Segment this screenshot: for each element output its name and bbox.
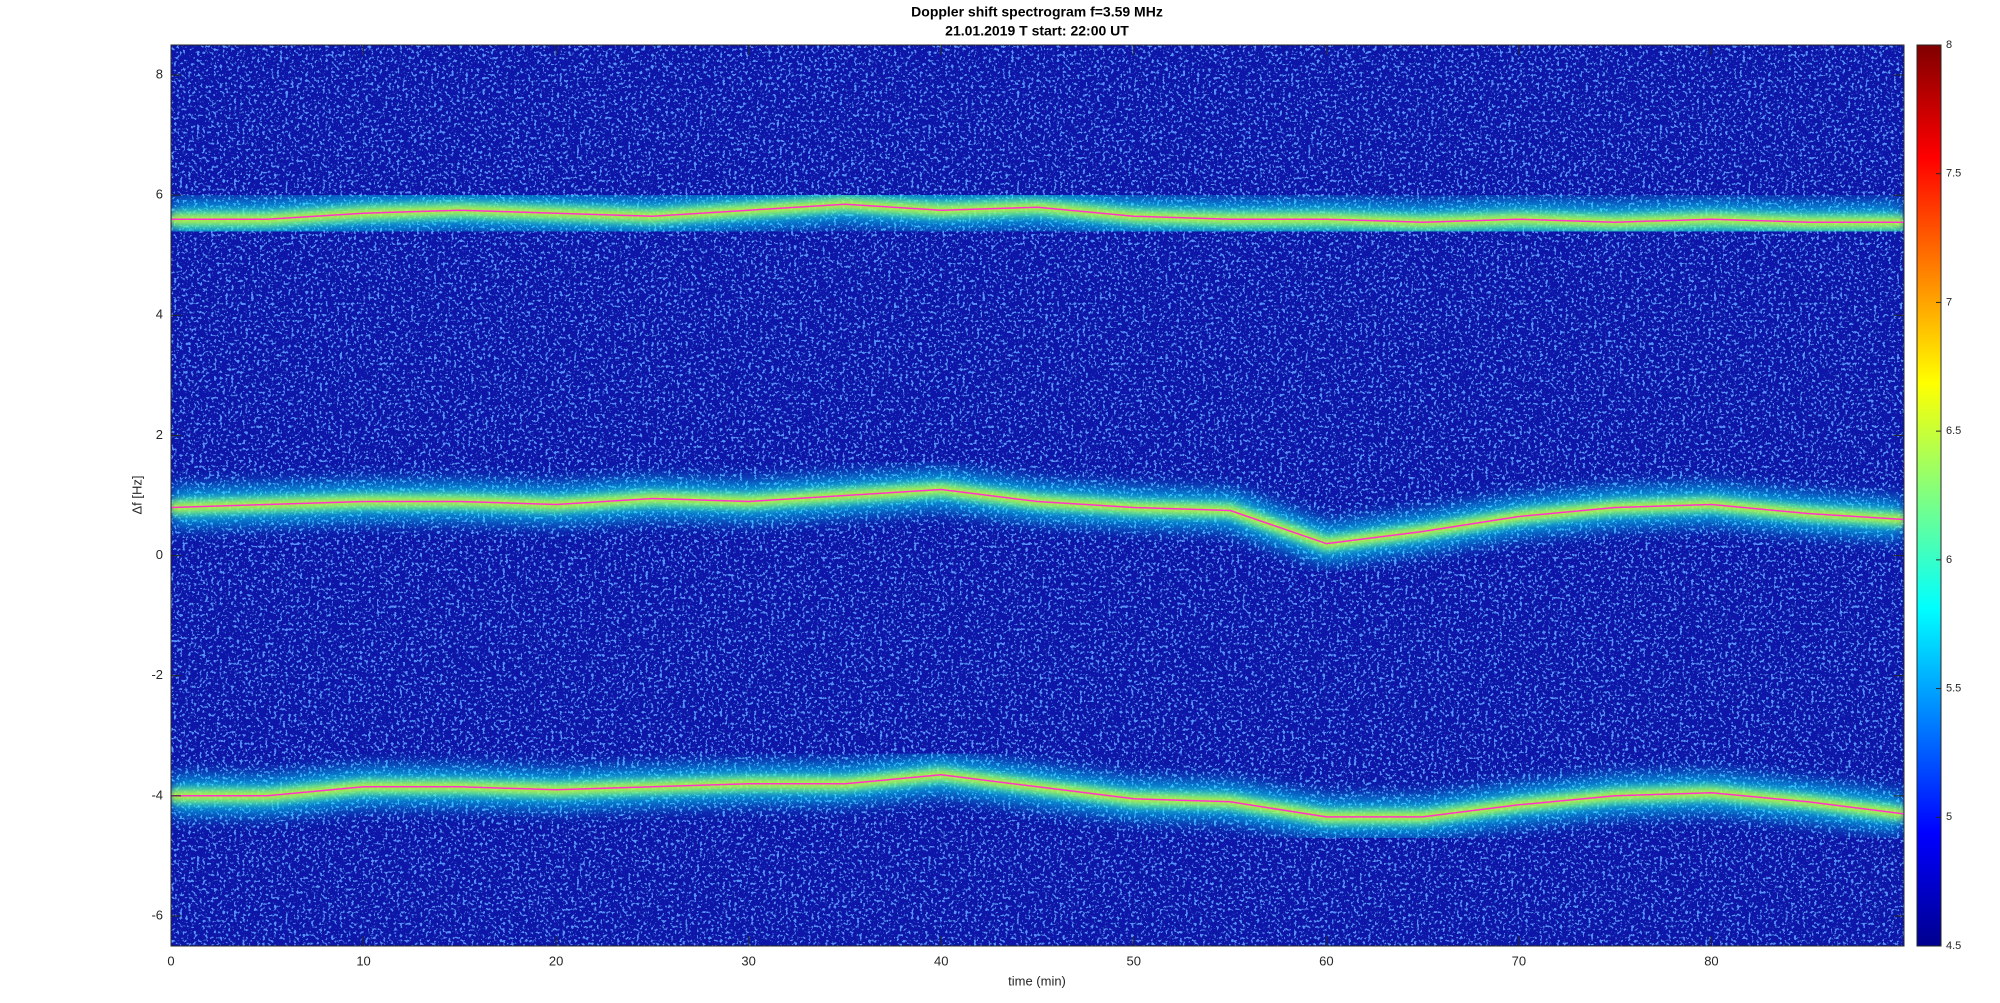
y-tick-label: 8: [156, 66, 163, 81]
x-tick-label: 0: [167, 953, 174, 968]
x-tick-label: 70: [1512, 953, 1526, 968]
x-axis-label: time (min): [1008, 973, 1066, 988]
colorbar-tick-label: 8: [1946, 39, 1952, 51]
y-tick-label: 0: [156, 547, 163, 562]
chart-title: Doppler shift spectrogram f=3.59 MHz: [911, 4, 1163, 20]
doppler-trace: [171, 774, 1904, 818]
colorbar-tick-label: 6.5: [1946, 425, 1961, 437]
y-tick-label: 2: [156, 427, 163, 442]
y-axis-label: Δf [Hz]: [129, 475, 144, 514]
y-tick-label: -2: [151, 667, 163, 682]
colorbar-tick-label: 4.5: [1946, 940, 1961, 952]
colorbar: [1916, 44, 1942, 947]
chart-subtitle: 21.01.2019 T start: 22:00 UT: [945, 23, 1129, 39]
y-tick-label: 6: [156, 187, 163, 202]
x-tick-label: 50: [1127, 953, 1141, 968]
x-tick-label: 30: [741, 953, 755, 968]
y-tick-label: -4: [151, 787, 163, 802]
x-tick-label: 10: [356, 953, 370, 968]
y-tick-label: -6: [151, 907, 163, 922]
colorbar-tick-label: 6: [1946, 554, 1952, 566]
doppler-trace: [171, 203, 1904, 223]
colorbar-tick-label: 5: [1946, 811, 1952, 823]
x-tick-label: 20: [549, 953, 563, 968]
x-tick-label: 60: [1319, 953, 1333, 968]
x-tick-label: 80: [1704, 953, 1718, 968]
plot-area: [171, 45, 1904, 946]
colorbar-tick-label: 7.5: [1946, 168, 1961, 180]
colorbar-tick-label: 5.5: [1946, 682, 1961, 694]
colorbar-tick-label: 7: [1946, 296, 1952, 308]
y-tick-label: 4: [156, 307, 163, 322]
plot-frame: [170, 44, 1905, 947]
doppler-trace: [171, 488, 1904, 545]
x-tick-label: 40: [934, 953, 948, 968]
